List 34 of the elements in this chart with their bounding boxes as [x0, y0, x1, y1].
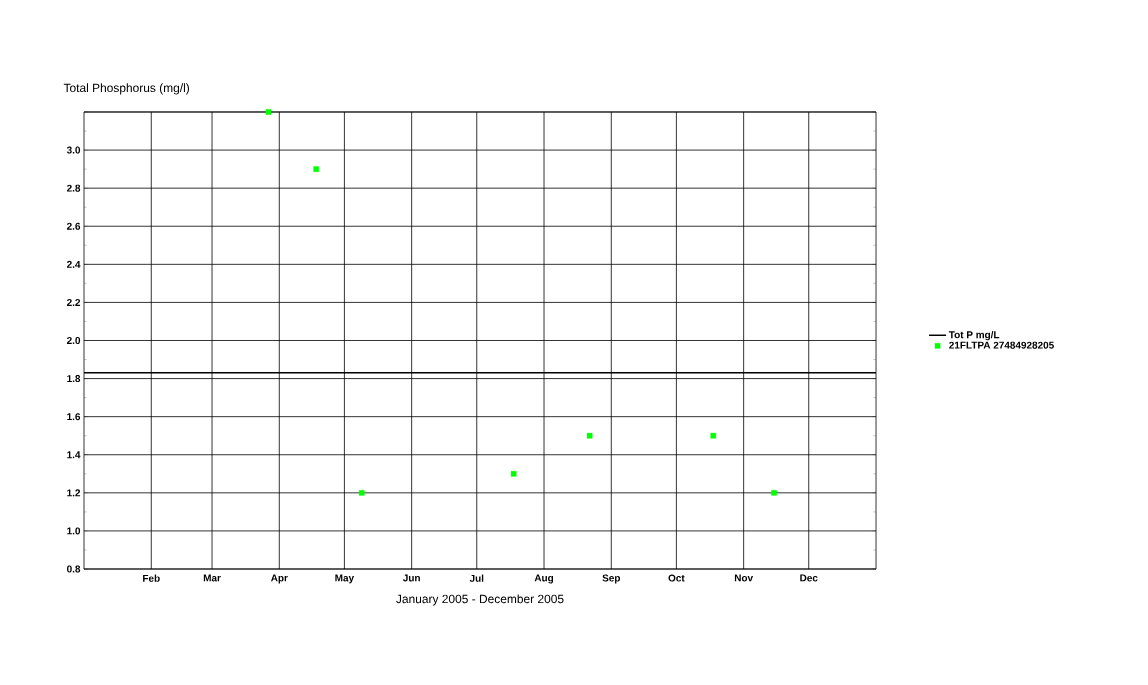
x-tick-label: Dec [800, 574, 818, 582]
point [771, 490, 777, 496]
y-axis-title: Total Phosphorus (mg/l) [63, 83, 189, 95]
x-tick-label: Mar [203, 574, 221, 582]
point [313, 166, 319, 172]
legend-label: Tot P mg/L [948, 330, 1000, 341]
x-tick-label: Oct [668, 574, 685, 582]
x-tick-label: Aug [534, 574, 554, 584]
x-tick-label: Nov [734, 574, 754, 582]
y-tick-label: 1.4 [67, 451, 81, 459]
y-tick-label: 1.6 [67, 413, 81, 421]
point [510, 470, 517, 477]
y-tick-label: 1.2 [67, 489, 81, 497]
y-tick-label: 1.0 [67, 527, 81, 535]
point [265, 109, 272, 115]
x-tick-label: Sep [602, 574, 621, 584]
x-tick-label: Apr [270, 574, 288, 584]
y-tick-label: 0.8 [67, 565, 81, 573]
x-tick-label: Jul [469, 574, 484, 582]
y-tick-label: 2.4 [66, 260, 81, 268]
x-axis-title: January 2005 - December 2005 [396, 594, 564, 606]
legend-label: 21FLTPA 27484928205 [949, 341, 1054, 349]
y-tick-label: 2.2 [66, 298, 81, 306]
point [358, 490, 365, 496]
x-tick-label: May [335, 574, 355, 584]
y-tick-label: 1.8 [67, 375, 81, 383]
y-tick-label: 3.0 [66, 146, 81, 154]
x-tick-label: Jun [402, 574, 420, 582]
x-tick-label: Feb [143, 574, 160, 582]
y-tick-label: 2.6 [66, 222, 81, 230]
point [710, 432, 717, 439]
y-tick-label: 2.8 [66, 184, 81, 192]
point [586, 432, 593, 439]
y-tick-label: 2.0 [66, 336, 81, 345]
